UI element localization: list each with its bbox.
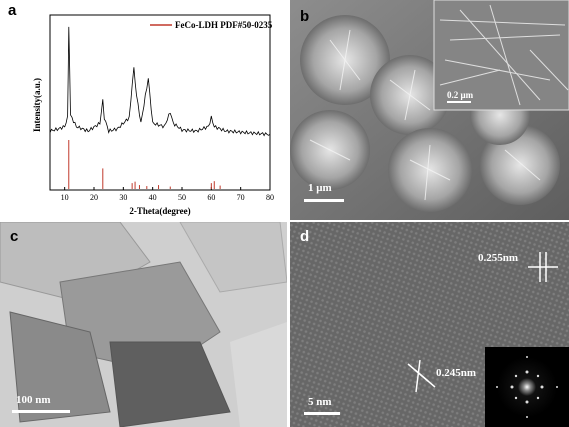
sem-image bbox=[290, 0, 569, 220]
panel-b: b 0.2 μm 1 μm bbox=[290, 0, 569, 220]
inset-scale-bar bbox=[447, 101, 471, 103]
scale-bar bbox=[304, 412, 340, 415]
lattice-spacing-label: 0.255nm bbox=[478, 252, 519, 264]
x-tick-label: 80 bbox=[266, 193, 274, 202]
y-axis-title: Intensity(a.u.) bbox=[32, 78, 42, 132]
scale-bar-label: 5 nm bbox=[308, 396, 332, 408]
scale-bar-label: 100 nm bbox=[16, 394, 51, 406]
lattice-spacing-label: 0.245nm bbox=[436, 367, 477, 379]
x-tick-label: 30 bbox=[119, 193, 127, 202]
xrd-chart: FeCo-LDH PDF#50-0235 2-Theta(degree) Int… bbox=[32, 14, 274, 216]
scale-bar bbox=[304, 199, 344, 202]
panel-b-label: b bbox=[300, 8, 310, 25]
panel-a: a FeCo-LDH PDF#50-0235 2-Theta(degree) I… bbox=[0, 0, 290, 220]
xrd-trace-line bbox=[49, 26, 271, 137]
x-tick-label: 40 bbox=[149, 193, 157, 202]
panel-c: c 100 nm bbox=[0, 222, 287, 427]
x-tick-label: 20 bbox=[90, 193, 98, 202]
scale-bar-label: 1 μm bbox=[308, 182, 332, 194]
tem-image bbox=[0, 222, 287, 427]
x-axis-title: 2-Theta(degree) bbox=[129, 206, 190, 216]
panel-d: d 0.255nm 0.245nm 5 nm bbox=[290, 222, 569, 427]
plot-frame bbox=[49, 14, 271, 191]
legend-entry: FeCo-LDH PDF#50-0235 bbox=[175, 20, 273, 30]
x-tick-label: 60 bbox=[207, 193, 215, 202]
panel-a-label: a bbox=[8, 2, 17, 19]
x-tick-label: 50 bbox=[178, 193, 186, 202]
panel-c-label: c bbox=[10, 228, 19, 245]
scale-bar bbox=[12, 410, 70, 413]
x-tick-label: 10 bbox=[61, 193, 69, 202]
inset-scale-bar-label: 0.2 μm bbox=[447, 90, 474, 100]
x-tick-label: 70 bbox=[237, 193, 245, 202]
hrtem-image bbox=[290, 222, 569, 427]
panel-d-label: d bbox=[300, 228, 310, 245]
